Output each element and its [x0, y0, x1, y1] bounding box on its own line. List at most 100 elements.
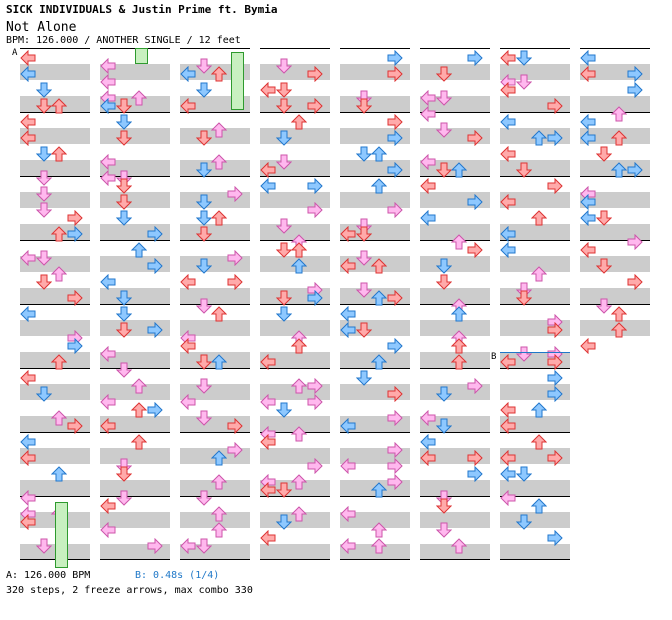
down-arrow-icon [115, 290, 133, 306]
up-arrow-icon [370, 354, 388, 370]
down-arrow-icon [115, 306, 133, 322]
right-arrow-icon [387, 337, 403, 355]
up-arrow-icon [50, 146, 68, 162]
right-arrow-icon [547, 97, 563, 115]
beat-stripe [20, 64, 90, 80]
measure-line [500, 368, 570, 369]
left-arrow-icon [20, 113, 36, 131]
measure-line [420, 176, 490, 177]
left-arrow-icon [580, 193, 596, 211]
measure-line [100, 368, 170, 369]
down-arrow-icon [275, 130, 293, 146]
beat-stripe [580, 256, 650, 272]
down-arrow-icon [515, 466, 533, 482]
left-arrow-icon [260, 81, 276, 99]
chart-column [340, 48, 410, 560]
right-arrow-icon [467, 465, 483, 483]
down-arrow-icon [355, 322, 373, 338]
left-arrow-icon [580, 49, 596, 67]
beat-stripe [500, 512, 570, 528]
artist-title: SICK INDIVIDUALS & Justin Prime ft. Bymi… [6, 3, 278, 16]
down-arrow-icon [195, 226, 213, 242]
right-arrow-icon [307, 457, 323, 475]
left-arrow-icon [100, 521, 116, 539]
measure-line [420, 559, 490, 560]
right-arrow-icon [387, 289, 403, 307]
right-arrow-icon [467, 449, 483, 467]
measure-line [500, 304, 570, 305]
beat-stripe [260, 128, 330, 144]
right-arrow-icon [307, 201, 323, 219]
measure-line [260, 368, 330, 369]
beat-stripe [340, 192, 410, 208]
left-arrow-icon [20, 49, 36, 67]
beat-stripe [420, 224, 490, 240]
up-arrow-icon [210, 66, 228, 82]
up-arrow-icon [370, 538, 388, 554]
left-arrow-icon [500, 489, 516, 507]
measure-line [180, 559, 250, 560]
measure-line [420, 496, 490, 497]
beat-stripe [420, 480, 490, 496]
marker-b: B [491, 352, 497, 362]
right-arrow-icon [67, 209, 83, 227]
down-arrow-icon [515, 290, 533, 306]
beat-stripe [420, 64, 490, 80]
up-arrow-icon [610, 322, 628, 338]
down-arrow-icon [275, 402, 293, 418]
left-arrow-icon [180, 65, 196, 83]
beat-stripe [100, 512, 170, 528]
down-arrow-icon [115, 114, 133, 130]
right-arrow-icon [387, 65, 403, 83]
left-arrow-icon [340, 305, 356, 323]
bpm-legend: A: 126.000 BPM B: 0.48s (1/4) [6, 570, 219, 581]
right-arrow-icon [467, 49, 483, 67]
left-arrow-icon [580, 65, 596, 83]
left-arrow-icon [260, 353, 276, 371]
down-arrow-icon [435, 258, 453, 274]
beat-stripe [180, 384, 250, 400]
left-arrow-icon [100, 153, 116, 171]
up-arrow-icon [370, 522, 388, 538]
left-arrow-icon [500, 241, 516, 259]
measure-line [580, 304, 650, 305]
down-arrow-icon [195, 354, 213, 370]
left-arrow-icon [20, 433, 36, 451]
right-arrow-icon [307, 393, 323, 411]
measure-line [260, 496, 330, 497]
beat-stripe [100, 288, 170, 304]
measure-line [180, 368, 250, 369]
beat-stripe [340, 544, 410, 560]
beat-stripe [260, 320, 330, 336]
beat-stripe [500, 160, 570, 176]
left-arrow-icon [180, 273, 196, 291]
left-arrow-icon [100, 417, 116, 435]
beat-stripe [340, 320, 410, 336]
up-arrow-icon [290, 338, 308, 354]
beat-stripe [500, 256, 570, 272]
measure-line [340, 112, 410, 113]
step-stats: 320 steps, 2 freeze arrows, max combo 33… [6, 585, 253, 596]
up-arrow-icon [530, 266, 548, 282]
beat-stripe [260, 192, 330, 208]
up-arrow-icon [610, 106, 628, 122]
up-arrow-icon [210, 354, 228, 370]
right-arrow-icon [67, 225, 83, 243]
down-arrow-icon [435, 66, 453, 82]
measure-line [180, 240, 250, 241]
beat-stripe [580, 96, 650, 112]
beat-stripe [20, 160, 90, 176]
marker-a: A [12, 48, 18, 58]
right-arrow-icon [227, 441, 243, 459]
chart-column [580, 48, 650, 560]
bpm-a-label: A: 126.000 BPM [6, 570, 91, 581]
left-arrow-icon [340, 257, 356, 275]
down-arrow-icon [275, 82, 293, 98]
right-arrow-icon [307, 65, 323, 83]
left-arrow-icon [580, 337, 596, 355]
beat-stripe [500, 544, 570, 560]
up-arrow-icon [530, 434, 548, 450]
left-arrow-icon [420, 89, 436, 107]
beat-stripe [500, 480, 570, 496]
down-arrow-icon [35, 82, 53, 98]
